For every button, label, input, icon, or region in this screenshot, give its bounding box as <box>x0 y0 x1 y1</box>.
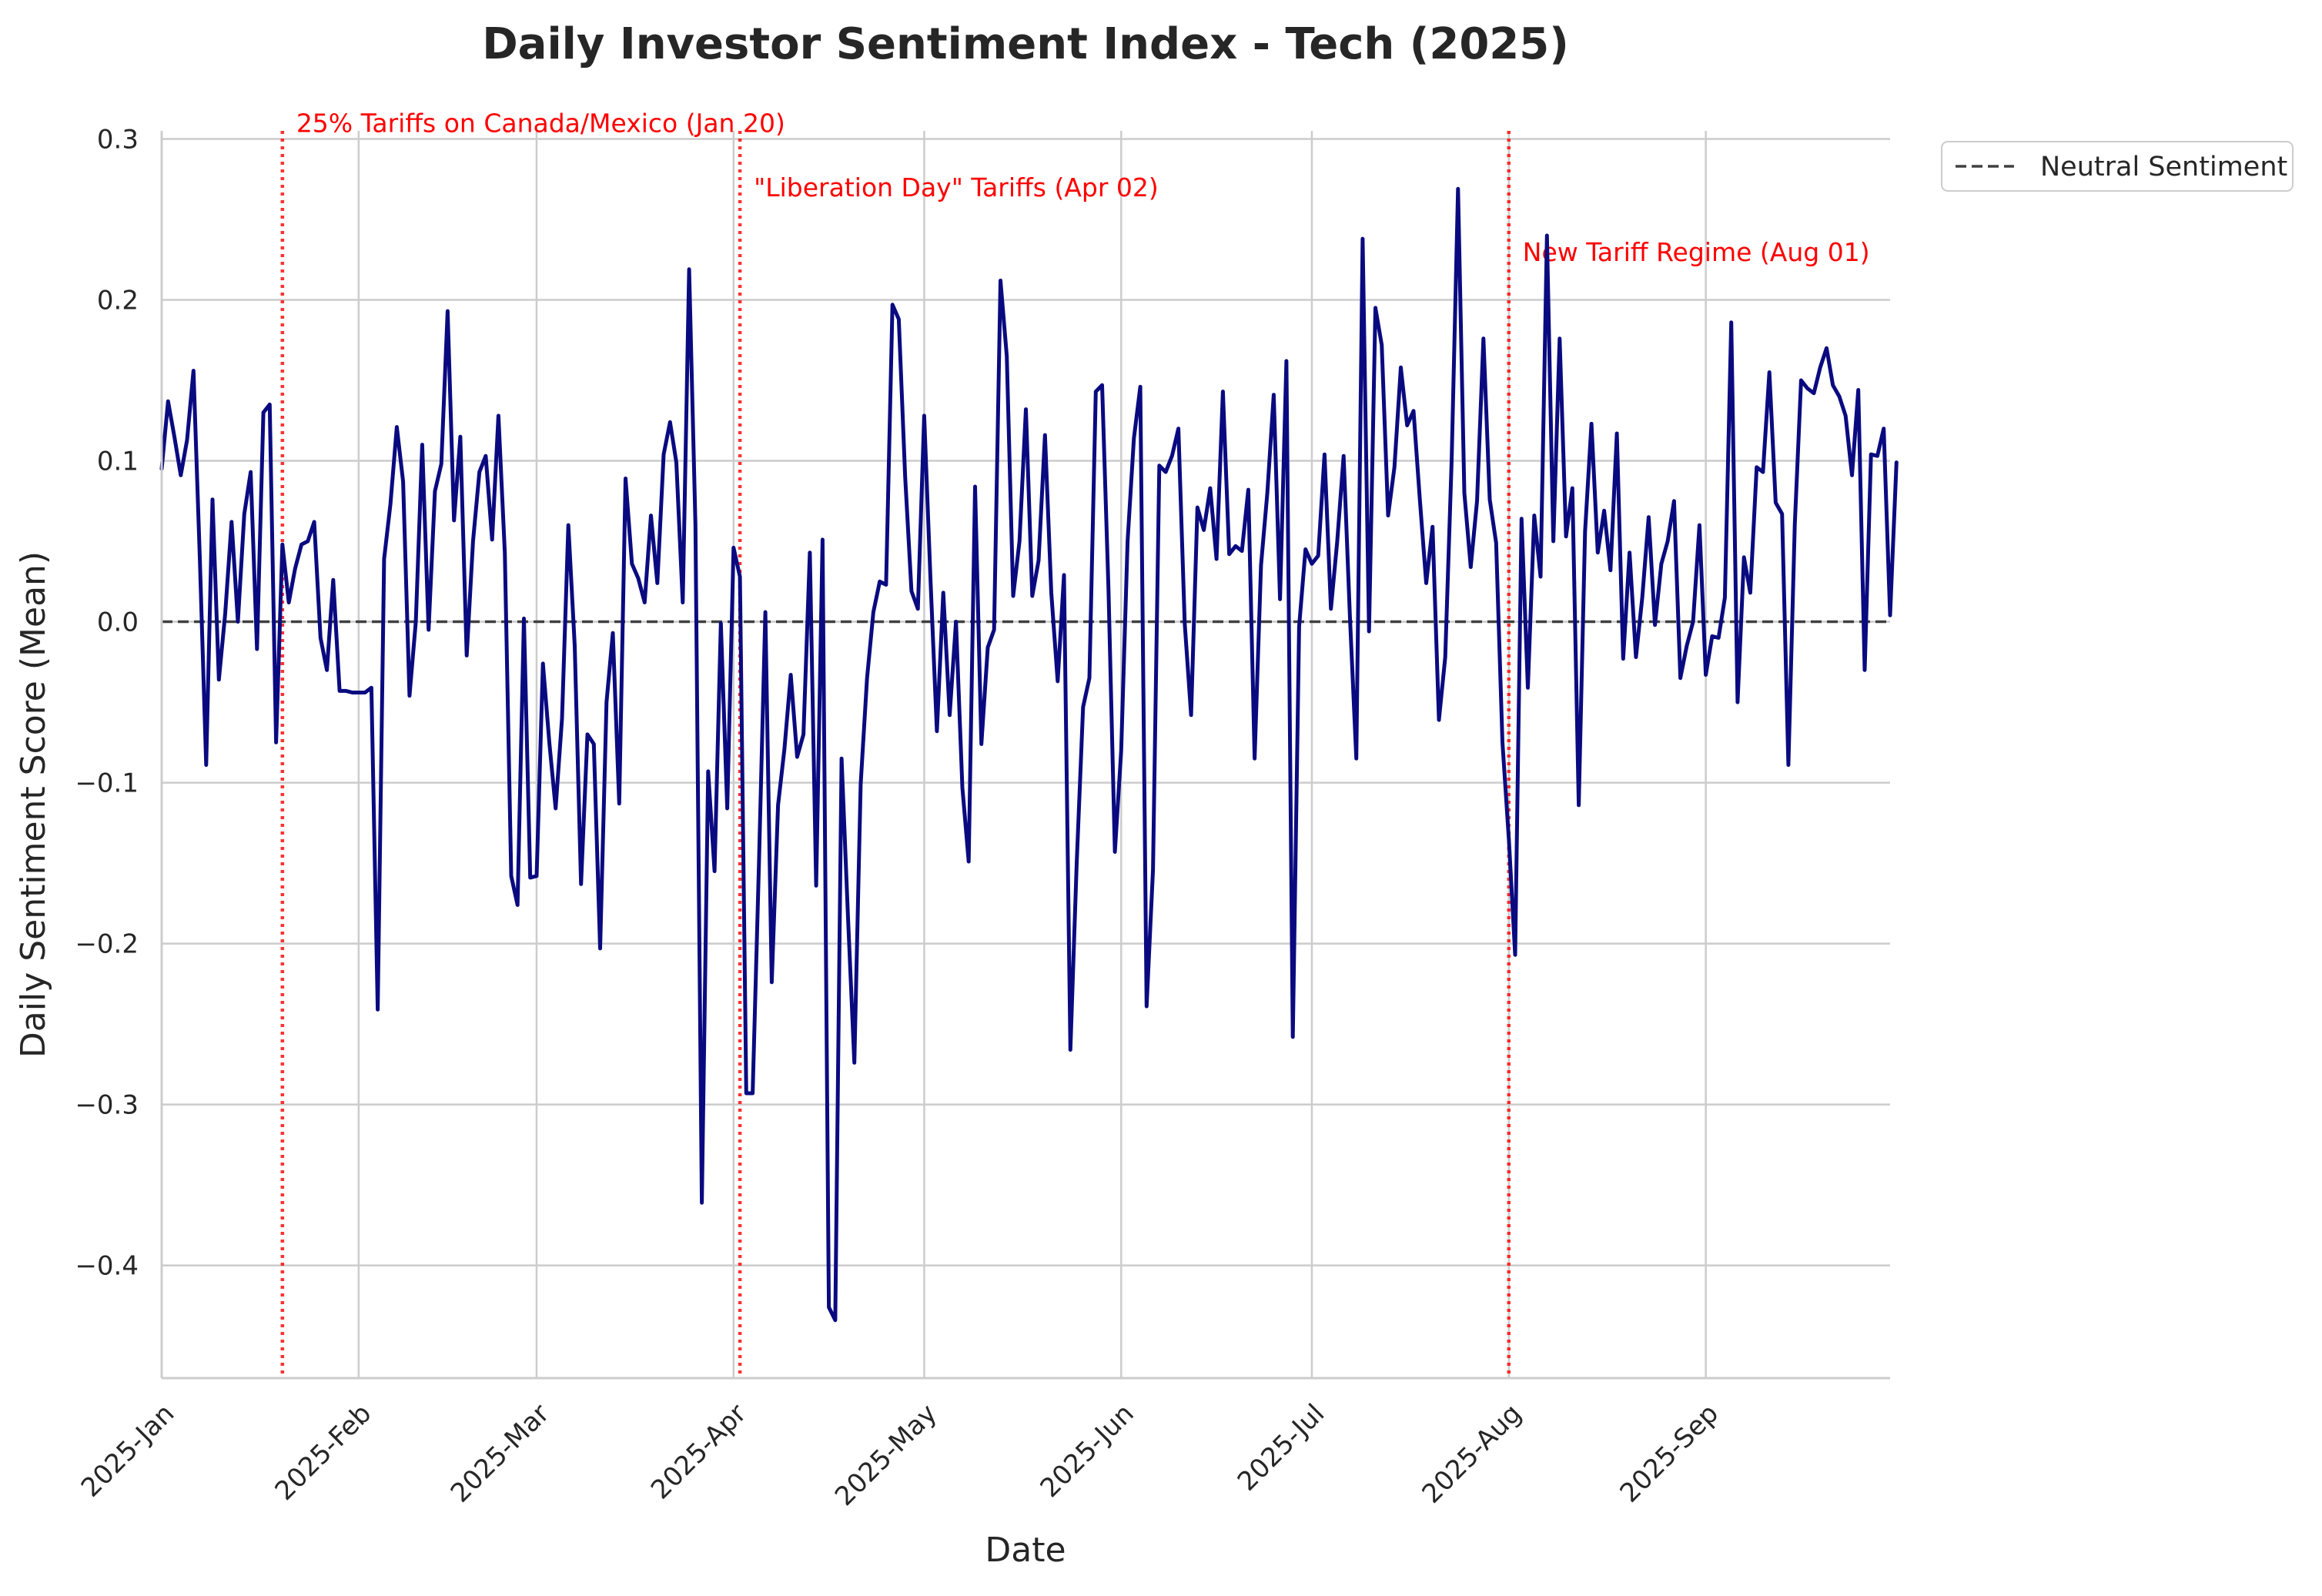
event-markers: 25% Tariffs on Canada/Mexico (Jan 20) "Li… <box>280 109 1870 1378</box>
event-label: "Liberation Day" Tariffs (Apr 02) <box>754 172 1159 202</box>
y-tick-label: −0.1 <box>75 768 139 799</box>
y-axis-label: Daily Sentiment Score (Mean) <box>14 551 53 1058</box>
y-tick-label: −0.2 <box>75 929 139 960</box>
x-axis-label: Date <box>985 1531 1066 1570</box>
axes <box>160 131 1890 1380</box>
sentiment-series-line <box>159 186 1899 1323</box>
legend-box <box>1941 141 2294 192</box>
y-tick-label: −0.4 <box>75 1251 139 1282</box>
y-tick-label: 0.3 <box>97 124 139 155</box>
series-group <box>159 186 1899 1323</box>
chart-title: Daily Investor Sentiment Index - Tech (2… <box>482 19 1569 69</box>
y-tick-label: −0.3 <box>75 1090 139 1121</box>
y-tick-label: 0.2 <box>97 285 139 316</box>
legend-entry-neutral: Neutral Sentiment <box>2040 152 2287 182</box>
legend: Neutral Sentiment <box>1941 141 2294 192</box>
y-tick-label: 0.0 <box>97 607 139 638</box>
event-label: New Tariff Regime (Aug 01) <box>1523 237 1870 267</box>
event-label: 25% Tariffs on Canada/Mexico (Jan 20) <box>296 109 785 139</box>
y-tick-label: 0.1 <box>97 447 139 477</box>
